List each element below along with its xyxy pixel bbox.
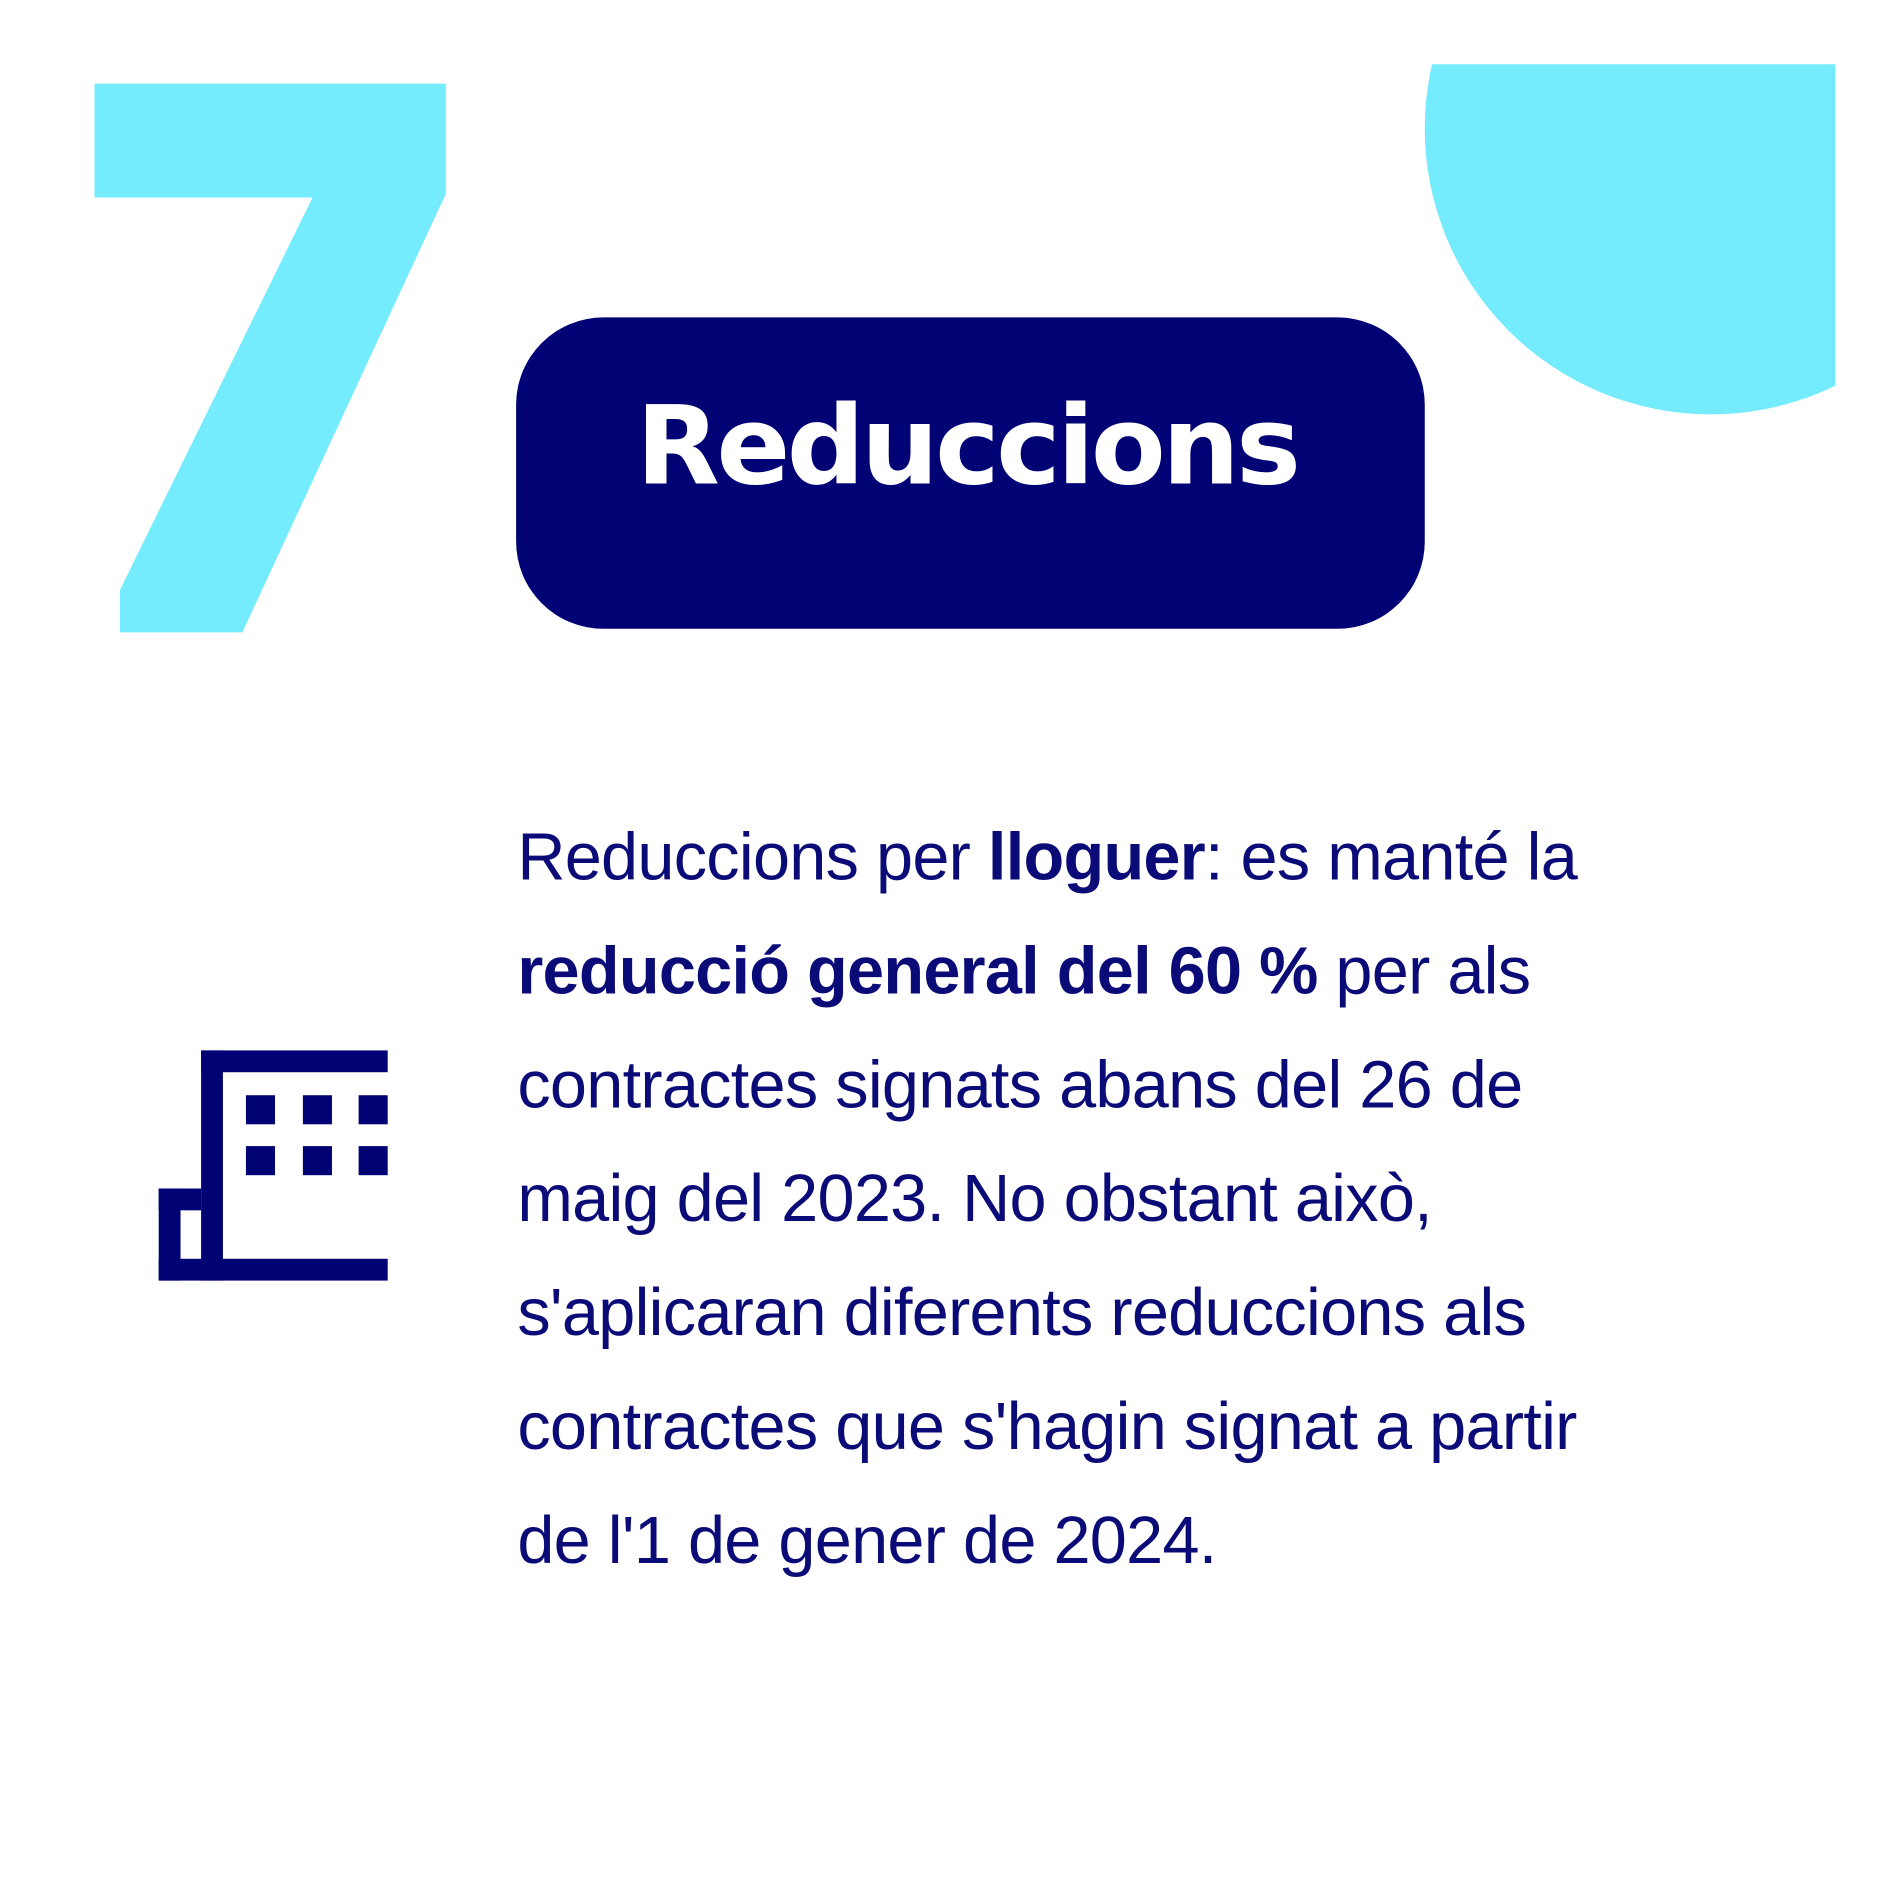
page-title: Reduccions (636, 382, 1301, 511)
text-line: de l'1 de gener de 2024. (517, 1483, 1741, 1597)
text-segment: Reduccions per (517, 818, 988, 895)
bold-text: lloguer (987, 818, 1206, 895)
body-paragraph: Reduccions per lloguer: es manté la reduc… (517, 800, 1741, 1597)
title-badge: Reduccions (516, 317, 1425, 629)
text-segment: de l'1 de gener de 2024. (517, 1502, 1217, 1578)
text-segment: s'aplicaran diferents reduccions als (517, 1274, 1527, 1350)
text-segment: : es manté la (1204, 818, 1578, 895)
text-segment: per als (1317, 932, 1531, 1008)
text-line: contractes signats abans del 26 de (517, 1027, 1741, 1141)
text-segment: maig del 2023. No obstant això, (517, 1160, 1432, 1236)
bold-text: reducció general del 60 % (517, 932, 1318, 1008)
text-line: maig del 2023. No obstant això, (517, 1141, 1741, 1255)
text-line: s'aplicaran diferents reduccions als (517, 1255, 1741, 1369)
text-line: contractes que s'hagin signat a partir (517, 1369, 1741, 1483)
building-icon (158, 1050, 388, 1281)
text-line: Reduccions per lloguer: es manté la (517, 800, 1741, 914)
decorative-circle (1424, 64, 1836, 415)
text-line: reducció general del 60 % per als (517, 913, 1741, 1027)
number-seven-graphic (94, 83, 446, 633)
text-segment: contractes que s'hagin signat a partir (517, 1388, 1577, 1464)
text-segment: contractes signats abans del 26 de (517, 1046, 1523, 1122)
